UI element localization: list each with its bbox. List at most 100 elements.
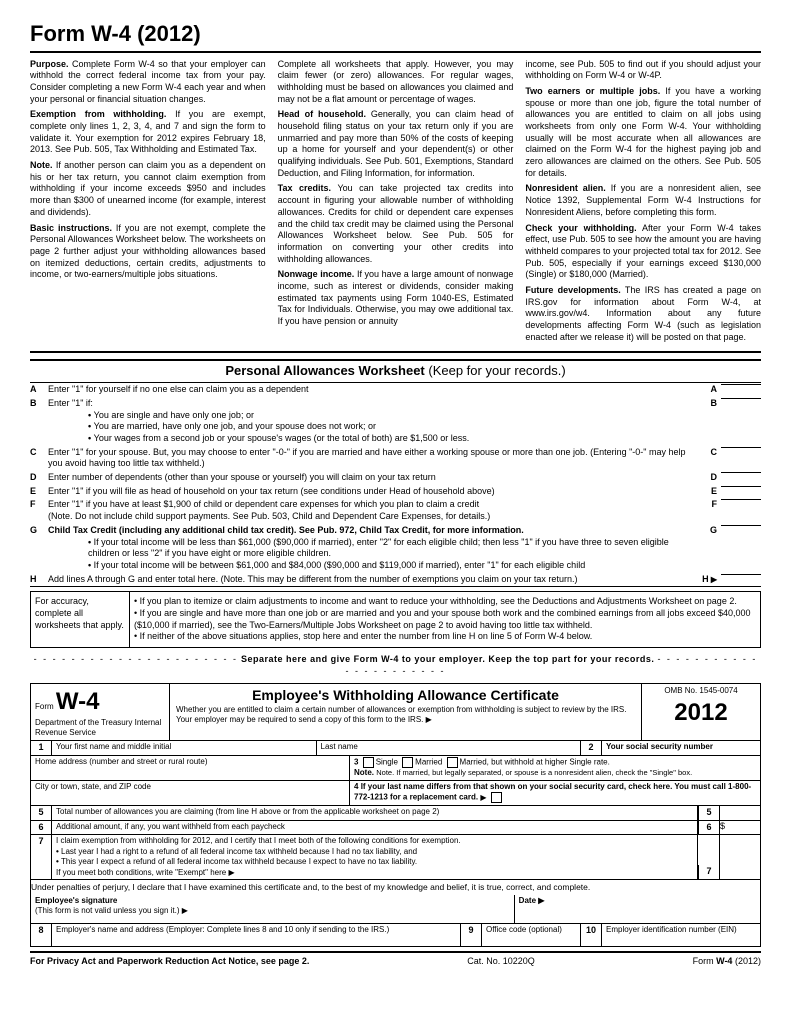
num-9: 9: [461, 924, 482, 946]
marital-note: Note. If married, but legally separated,…: [376, 768, 692, 777]
row-7: 7 I claim exemption from withholding for…: [30, 835, 761, 880]
ws-e-text: Enter "1" if you will file as head of ho…: [48, 486, 699, 498]
footer-center: Cat. No. 10220Q: [467, 956, 535, 968]
row-6: 6 Additional amount, if any, you want wi…: [30, 821, 761, 836]
ws-d-input[interactable]: [721, 472, 761, 473]
f5-text: Total number of allowances you are claim…: [52, 806, 698, 820]
mbs-label: Married, but withhold at higher Single r…: [460, 758, 610, 767]
ws-g1: If your total income will be less than $…: [88, 537, 699, 560]
f7-text: I claim exemption from withholding for 2…: [56, 836, 461, 845]
ws-f-note: (Note. Do not include child support paym…: [48, 511, 490, 521]
city-field[interactable]: City or town, state, and ZIP code: [31, 781, 350, 805]
ws-row-a: AEnter "1" for yourself if no one else c…: [30, 383, 761, 397]
end-6: 6: [698, 821, 719, 835]
f7-input[interactable]: [719, 835, 760, 879]
tax-label: Tax credits.: [278, 183, 331, 193]
ws-a-input[interactable]: [721, 384, 761, 385]
office-code-field[interactable]: Office code (optional): [482, 924, 581, 946]
end-7: 7: [698, 865, 719, 879]
omb-year-box: OMB No. 1545-0074 2012: [641, 684, 760, 740]
accuracy-box: For accuracy, complete all worksheets th…: [30, 591, 761, 648]
employer-field[interactable]: Employer's name and address (Employer: C…: [52, 924, 461, 946]
nonwage-label: Nonwage income.: [278, 269, 355, 279]
ws-b-input[interactable]: [721, 398, 761, 399]
marital-status-field: 3 Single Married Married, but withhold a…: [350, 756, 760, 780]
f7b-text: This year I expect a refund of all feder…: [56, 857, 417, 866]
home-address-field[interactable]: Home address (number and street or rural…: [31, 756, 350, 780]
ws-row-b: BEnter "1" if: You are single and have o…: [30, 397, 761, 446]
f7c-text: If you meet both conditions, write "Exem…: [56, 868, 226, 877]
f4-text: If your last name differs from that show…: [354, 782, 751, 802]
checkbox-lastname[interactable]: [491, 792, 502, 803]
num-6: 6: [31, 821, 52, 835]
ssn-field[interactable]: Your social security number: [602, 741, 760, 755]
first-name-label[interactable]: Your first name and middle initial: [52, 741, 317, 755]
ein-field[interactable]: Employer identification number (EIN): [602, 924, 760, 946]
row-address-marital: Home address (number and street or rural…: [30, 756, 761, 781]
checkbox-single[interactable]: [363, 757, 374, 768]
certificate-header: Form W-4 Department of the Treasury Inte…: [30, 683, 761, 741]
ws-row-c: CEnter "1" for your spouse. But, you may…: [30, 446, 761, 471]
end-5: 5: [698, 806, 719, 820]
ws-paren: (Keep for your records.): [428, 363, 565, 378]
page-footer: For Privacy Act and Paperwork Reduction …: [30, 951, 761, 968]
separator-text: Separate here and give Form W-4 to your …: [238, 654, 657, 664]
lastname-differs-field: 4 If your last name differs from that sh…: [350, 781, 760, 805]
ws-h-text: Add lines A through G and enter total he…: [48, 574, 699, 586]
date-field[interactable]: Date: [515, 895, 760, 923]
ws-title-text: Personal Allowances Worksheet: [225, 363, 424, 378]
two-label: Two earners or multiple jobs.: [525, 86, 660, 96]
ws-h-input[interactable]: [721, 574, 761, 575]
note-text: If another person can claim you as a dep…: [30, 160, 266, 217]
checkbox-married[interactable]: [402, 757, 413, 768]
f7-cell: I claim exemption from withholding for 2…: [52, 835, 698, 879]
header-section: Form W-4 (2012) Purpose. Complete Form W…: [30, 20, 761, 353]
footer-left: For Privacy Act and Paperwork Reduction …: [30, 956, 309, 968]
row-employer: 8 Employer's name and address (Employer:…: [30, 924, 761, 947]
f5-input[interactable]: [719, 806, 760, 820]
ws-row-g: GChild Tax Credit (including any additio…: [30, 524, 761, 573]
ws-g-text: Child Tax Credit (including any addition…: [48, 525, 524, 535]
last-name-label[interactable]: Last name: [317, 741, 582, 755]
intro-col-3: income, see Pub. 505 to find out if you …: [525, 59, 761, 348]
num-10: 10: [581, 924, 602, 946]
sig-note: (This form is not valid unless you sign …: [35, 906, 180, 915]
col3-p1: income, see Pub. 505 to find out if you …: [525, 59, 761, 82]
ws-row-d: DEnter number of dependents (other than …: [30, 471, 761, 485]
ws-g-input[interactable]: [721, 525, 761, 526]
num-5: 5: [31, 806, 52, 820]
accuracy-b3: If neither of the above situations appli…: [134, 631, 756, 643]
ws-a-text: Enter "1" for yourself if no one else ca…: [48, 384, 699, 396]
num-8: 8: [31, 924, 52, 946]
ws-c-input[interactable]: [721, 447, 761, 448]
cert-title: Employee's Withholding Allowance Certifi…: [176, 686, 635, 704]
head-label: Head of household.: [278, 109, 366, 119]
ws-f-text: Enter "1" if you have at least $1,900 of…: [48, 499, 479, 509]
f7a-text: Last year I had a right to a refund of a…: [56, 847, 417, 856]
sig-label: Employee's signature: [35, 896, 117, 905]
f6-input[interactable]: $: [719, 821, 760, 835]
purpose-label: Purpose.: [30, 59, 69, 69]
separator-line: Separate here and give Form W-4 to your …: [30, 654, 761, 677]
ws-c-text: Enter "1" for your spouse. But, you may …: [48, 447, 699, 470]
ws-e-input[interactable]: [721, 486, 761, 487]
basic-label: Basic instructions.: [30, 223, 112, 233]
f6-text: Additional amount, if any, you want with…: [52, 821, 698, 835]
perjury-text: Under penalties of perjury, I declare th…: [30, 880, 761, 895]
accuracy-b1: If you plan to itemize or claim adjustme…: [134, 596, 756, 608]
num-1: 1: [31, 741, 52, 755]
exemption-label: Exemption from withholding.: [30, 109, 166, 119]
ws-row-h: HAdd lines A through G and enter total h…: [30, 573, 761, 588]
w4-text: W-4: [56, 688, 100, 715]
check-label: Check your withholding.: [525, 223, 636, 233]
intro-columns: Purpose. Complete Form W-4 so that your …: [30, 59, 761, 348]
signature-field[interactable]: Employee's signature (This form is not v…: [31, 895, 515, 923]
num-7: 7: [31, 835, 52, 879]
col2-p1: Complete all worksheets that apply. Howe…: [278, 59, 514, 106]
checkbox-married-single[interactable]: [447, 757, 458, 768]
intro-col-1: Purpose. Complete Form W-4 so that your …: [30, 59, 266, 348]
ws-f-input[interactable]: [721, 499, 761, 500]
row-city-lastname: City or town, state, and ZIP code 4 If y…: [30, 781, 761, 806]
ws-b1: You are single and have only one job; or: [88, 410, 699, 422]
cert-sub: Whether you are entitled to claim a cert…: [176, 705, 635, 726]
